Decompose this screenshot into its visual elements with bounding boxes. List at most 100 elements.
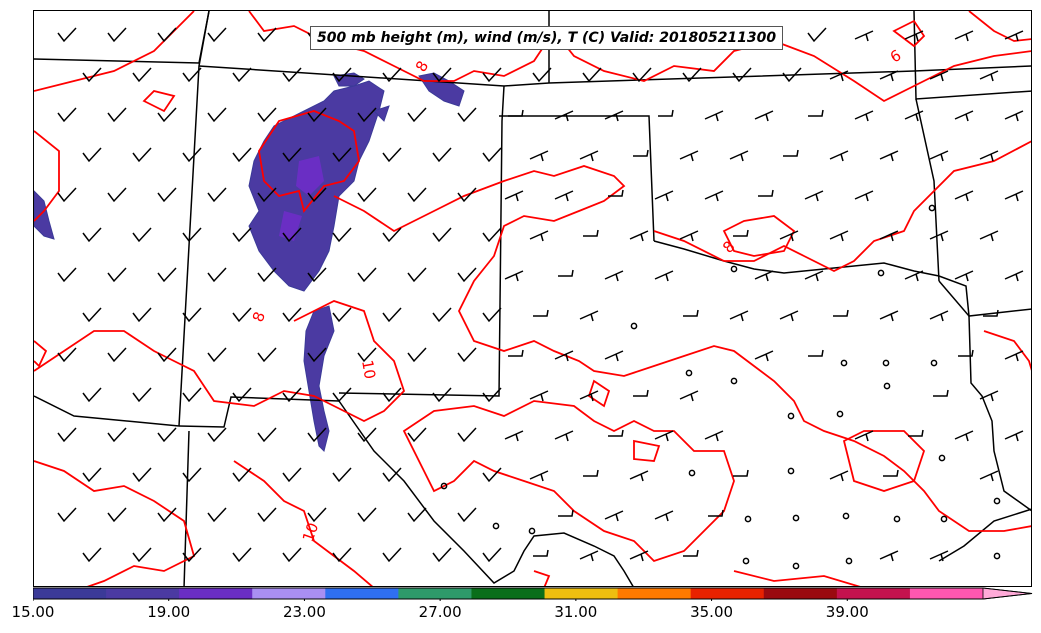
wind-barb-icon	[407, 347, 427, 363]
colorbar-segment	[252, 588, 326, 599]
wind-barb-icon	[804, 190, 824, 202]
wind-barb-icon	[683, 549, 699, 557]
wind-barb-icon	[382, 147, 402, 163]
contour-line	[34, 130, 60, 222]
wind-barb-icon	[432, 307, 452, 323]
wind-barb-icon	[704, 430, 724, 442]
wind-barb-icon	[257, 507, 277, 523]
wind-barb-icon	[758, 189, 774, 197]
wind-barb-icon	[357, 347, 377, 363]
wind-barb-icon	[182, 387, 202, 403]
wind-barb-icon	[482, 387, 502, 403]
wind-barb-icon	[107, 27, 127, 43]
wind-barb-icon	[958, 349, 974, 357]
contour-label: 8	[249, 309, 269, 324]
wind-barb-icon	[107, 507, 127, 523]
wind-barb-icon	[482, 547, 502, 563]
wind-barb-icon	[754, 270, 774, 282]
wind-barb-icon	[654, 270, 674, 282]
colorbar	[33, 587, 1033, 601]
calm-circle-icon	[993, 497, 1001, 505]
wind-barb-icon	[382, 387, 402, 403]
wind-barb-icon	[732, 67, 752, 83]
calm-circle-icon	[938, 454, 946, 462]
calm-circle-icon	[528, 527, 536, 535]
wind-barb-icon	[904, 110, 924, 122]
wind-barb-icon	[207, 107, 227, 123]
wind-barb-icon	[132, 147, 152, 163]
wind-barb-icon	[382, 307, 402, 323]
wind-barb-icon	[82, 147, 102, 163]
calm-circle-icon	[792, 514, 800, 522]
wind-barb-icon	[782, 67, 802, 83]
wind-barb-icon	[779, 230, 799, 242]
wind-barb-icon	[708, 509, 724, 517]
calm-circle-icon	[940, 515, 948, 523]
wind-barb-icon	[633, 149, 649, 157]
wind-barb-icon	[604, 510, 624, 522]
colorbar-segment	[398, 588, 472, 599]
wind-barb-icon	[182, 307, 202, 323]
wind-barb-icon	[604, 350, 624, 362]
wind-barb-icon	[457, 507, 477, 523]
wind-barb-icon	[583, 229, 599, 237]
colorbar-tick-label: 31.00	[554, 603, 598, 621]
wind-barb-icon	[57, 27, 77, 43]
wind-barb-icon	[232, 67, 252, 83]
colorbar-segment	[617, 588, 692, 599]
wind-barb-icon	[382, 67, 402, 83]
colorbar-segment	[179, 588, 253, 599]
boundary-red-river	[653, 240, 1031, 317]
wind-barb-icon	[357, 507, 377, 523]
contour-line	[892, 19, 926, 48]
wind-barb-icon	[282, 307, 302, 323]
wind-barb-icon	[207, 27, 227, 43]
wind-barb-icon	[508, 109, 524, 117]
colorbar-tick-label: 27.00	[418, 603, 462, 621]
wind-barb-icon	[883, 469, 899, 477]
wind-barb-icon	[879, 230, 899, 242]
wind-barb-icon	[107, 427, 127, 443]
wind-barb-icon	[282, 67, 302, 83]
wind-barb-icon	[554, 430, 574, 442]
wind-barb-icon	[879, 550, 899, 562]
calm-circle-icon	[882, 359, 890, 367]
contour-line	[142, 90, 176, 113]
wind-barb-icon	[658, 109, 674, 117]
wind-barb-icon	[1004, 350, 1024, 362]
wind-barb-icon	[232, 467, 252, 483]
wind-barb-icon	[332, 147, 352, 163]
wind-barb-icon	[733, 469, 749, 477]
wind-barb-icon	[554, 110, 574, 122]
calm-circle-icon	[744, 515, 752, 523]
wind-barb-icon	[1004, 270, 1024, 282]
wind-barb-icon	[357, 427, 377, 443]
wind-barb-icon	[257, 107, 277, 123]
contour-label: 6	[887, 46, 904, 66]
colorbar-segment	[690, 588, 765, 599]
wind-barb-icon	[82, 467, 102, 483]
wind-barb-icon	[157, 427, 177, 443]
wind-barb-icon	[532, 67, 552, 83]
wind-barb-icon	[257, 347, 277, 363]
calm-circle-icon	[836, 410, 844, 418]
temperature-contours	[34, 11, 1031, 586]
contour-line	[968, 11, 1031, 42]
wind-barb-icon	[382, 227, 402, 243]
contour-line	[248, 11, 1031, 103]
wind-barb-icon	[904, 30, 924, 42]
wind-barb-icon	[132, 547, 152, 563]
wind-barb-icon	[558, 269, 574, 277]
wind-barb-icon	[282, 547, 302, 563]
shaded-area	[373, 105, 390, 122]
wind-barb-icon	[307, 267, 327, 283]
wind-barb-icon	[579, 150, 599, 162]
calm-circle-icon	[730, 265, 738, 273]
wind-barbs	[57, 27, 1024, 570]
wind-barb-icon	[879, 70, 899, 82]
calm-circle-icon	[787, 412, 795, 420]
wind-barb-icon	[407, 427, 427, 443]
wind-barb-icon	[583, 469, 599, 477]
wind-barb-icon	[829, 70, 849, 82]
colorbar-outline	[33, 587, 1033, 600]
